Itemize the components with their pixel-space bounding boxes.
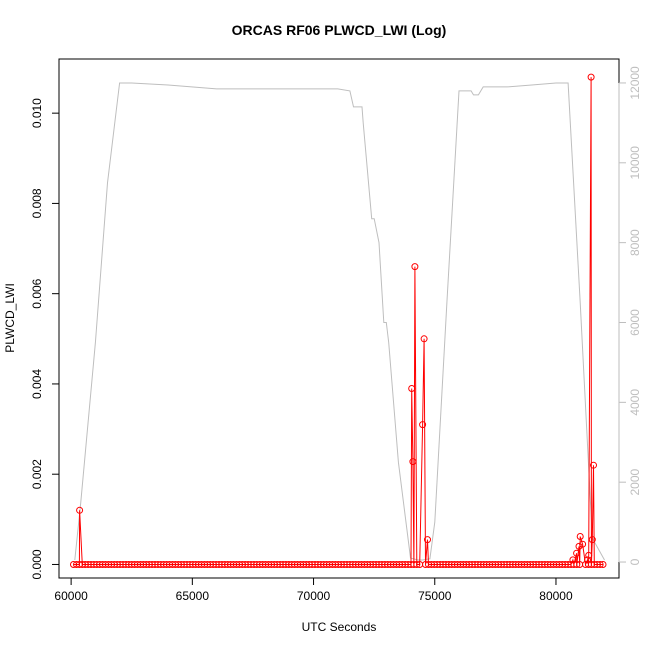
chart-title: ORCAS RF06 PLWCD_LWI (Log)	[232, 22, 447, 38]
data-point	[408, 385, 416, 392]
data-point	[590, 461, 597, 469]
y-tick-label: 0.004	[30, 369, 44, 399]
y-tick-label: 0.006	[30, 278, 44, 308]
data-point	[419, 421, 427, 429]
y2-tick-label: 2000	[628, 469, 642, 496]
y-tick-label: 0.008	[30, 188, 44, 218]
data-point	[584, 556, 591, 564]
y-axis-label: PLWCD_LWI	[3, 283, 17, 353]
data-point	[579, 540, 587, 548]
data-point	[76, 506, 84, 514]
gray-series-line	[74, 82, 605, 561]
data-point	[409, 458, 417, 466]
data-point	[587, 73, 595, 81]
x-axis-label: UTC Seconds	[302, 620, 377, 634]
y2-tick-label: 10000	[628, 146, 642, 180]
x-tick-label: 60000	[54, 589, 88, 603]
data-point	[411, 263, 419, 271]
data-point	[585, 551, 593, 559]
data-point	[413, 561, 421, 568]
y-tick-label: 0.002	[30, 459, 44, 489]
data-point	[599, 561, 607, 568]
data-point	[596, 561, 604, 568]
plot-box	[58, 58, 620, 579]
x-tick-label: 75000	[418, 589, 452, 603]
data-point	[420, 335, 428, 343]
x-axis: 60000 65000 70000 75000 80000	[54, 577, 573, 603]
y2-tick-label: 4000	[628, 389, 642, 416]
data-point	[576, 533, 584, 540]
x-tick-label: 80000	[539, 589, 573, 603]
y-axis-right: 0 2000 4000 6000 8000 10000 12000	[618, 66, 642, 565]
y2-tick-label: 12000	[628, 66, 642, 100]
x-tick-label: 70000	[297, 589, 331, 603]
y-axis-left: 0.000 0.002 0.004 0.006 0.008 0.010	[30, 98, 60, 579]
data-point	[575, 542, 583, 550]
y2-tick-label: 6000	[628, 309, 642, 336]
y-tick-label: 0.010	[30, 98, 44, 128]
series-gray-line	[74, 82, 605, 561]
series-red	[70, 73, 607, 568]
y-tick-label: 0.000	[30, 549, 44, 579]
data-point	[588, 536, 596, 544]
x-tick-label: 65000	[176, 589, 210, 603]
y2-tick-label: 0	[628, 558, 642, 565]
data-point	[573, 549, 581, 557]
red-series-line	[73, 77, 603, 567]
data-point	[424, 536, 431, 544]
data-point	[569, 556, 577, 564]
y2-tick-label: 8000	[628, 229, 642, 256]
data-point	[573, 561, 581, 568]
